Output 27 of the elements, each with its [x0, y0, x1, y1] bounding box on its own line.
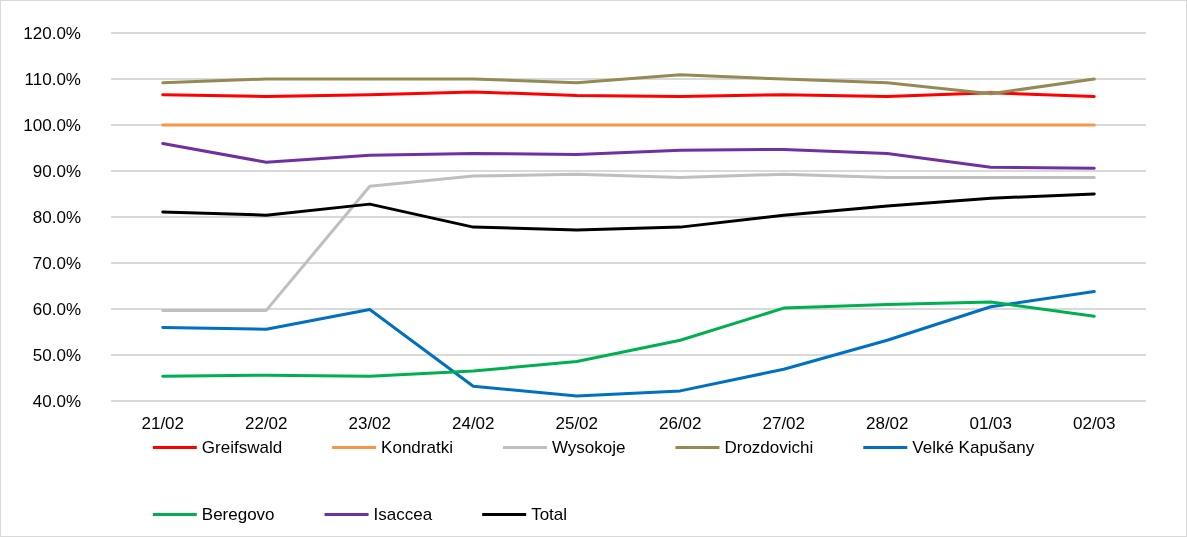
legend-label: Kondratki — [381, 438, 453, 457]
legend-label: Beregovo — [201, 505, 275, 524]
legend-label: Isaccea — [373, 505, 433, 524]
legend-label: Drozdovichi — [724, 438, 814, 457]
legend-label: Velké Kapušany — [912, 438, 1035, 457]
y-tick-label: 80.0% — [32, 207, 81, 227]
x-tick-label: 02/03 — [1072, 414, 1116, 433]
y-tick-label: 40.0% — [32, 391, 81, 411]
y-tick-label: 70.0% — [32, 253, 81, 273]
legend-label: Wysokoje — [551, 438, 626, 457]
y-tick-label: 100.0% — [23, 115, 81, 135]
legend-label: Total — [531, 505, 568, 524]
y-tick-label: 60.0% — [32, 299, 81, 319]
y-tick-label: 90.0% — [32, 161, 81, 181]
y-tick-label: 110.0% — [24, 69, 81, 89]
y-tick-label: 120.0% — [23, 23, 81, 43]
legend-label: Greifswald — [201, 438, 283, 457]
x-tick-label: 28/02 — [865, 414, 909, 433]
x-tick-label: 24/02 — [451, 414, 495, 433]
y-tick-label: 50.0% — [32, 345, 81, 365]
x-tick-label: 23/02 — [348, 414, 392, 433]
x-tick-label: 21/02 — [141, 414, 185, 433]
x-tick-label: 01/03 — [969, 414, 1013, 433]
x-tick-label: 25/02 — [555, 414, 599, 433]
x-tick-label: 22/02 — [244, 414, 288, 433]
x-tick-label: 26/02 — [658, 414, 702, 433]
x-tick-label: 27/02 — [762, 414, 806, 433]
